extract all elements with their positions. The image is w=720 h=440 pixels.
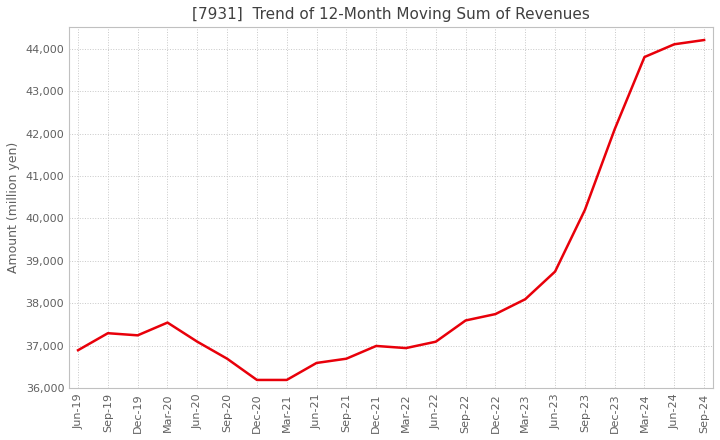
Title: [7931]  Trend of 12-Month Moving Sum of Revenues: [7931] Trend of 12-Month Moving Sum of R… bbox=[192, 7, 590, 22]
Y-axis label: Amount (million yen): Amount (million yen) bbox=[7, 142, 20, 274]
